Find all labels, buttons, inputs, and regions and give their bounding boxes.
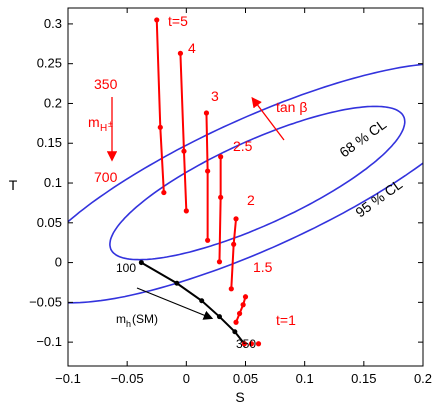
tanbeta-arrow [251,96,285,141]
tanbeta-point [218,154,224,160]
label-t5: t=5 [168,13,188,29]
x-axis-title: S [235,389,244,405]
sm-higgs-point [199,298,205,304]
label-sm-350: 350 [236,337,256,351]
label-mh-700: 700 [94,169,118,185]
label-sm-h: h [126,319,131,329]
y-tick-label: 0.1 [44,175,62,190]
tanbeta-point [242,294,249,300]
tanbeta-point [236,310,243,317]
sm-higgs-point [174,280,180,286]
x-tick-label: 0.05 [233,371,258,386]
tanbeta-point [181,148,187,154]
tanbeta-point [161,189,167,196]
tanbeta-point [216,259,223,265]
label-3: 3 [211,88,219,104]
label-mh-sub: H [100,123,107,134]
y-tick-label: 0.15 [37,135,62,150]
x-tick-label: 0.1 [296,371,314,386]
sm-higgs-point [138,260,144,266]
x-tick-label: 0.2 [414,371,432,386]
tanbeta-point [205,168,211,174]
y-tick-label: −0.05 [29,294,62,309]
sm-higgs-point [216,314,222,320]
y-tick-label: 0 [55,255,62,270]
label-2-5: 2.5 [233,138,253,154]
y-tick-label: 0.25 [37,56,62,71]
plot-area [68,17,423,347]
tanbeta-point [233,216,239,222]
label-mh-350: 350 [94,76,118,92]
y-axis-title: T [9,177,18,193]
x-tick-label: 0 [183,371,190,386]
tanbeta-point [240,302,246,308]
y-tick-label: 0.05 [37,215,62,230]
tanbeta-line [218,156,222,262]
y-tick-label: 0.2 [44,95,62,110]
tanbeta-point [205,237,211,243]
label-1-5: 1.5 [253,259,273,275]
tanbeta-line [235,296,247,323]
label-sm-rest: (SM) [132,312,158,326]
y-tick-label: −0.1 [36,334,62,349]
y-tick-label: 0.3 [44,16,62,31]
label-tanbeta: tan β [276,99,307,115]
label-cl68: 68 % CL [336,116,389,161]
tanbeta-point [241,341,247,347]
tanbeta-line [155,19,165,193]
x-tick-label: −0.05 [111,371,144,386]
tanbeta-point [154,17,160,23]
tanbeta-line [179,53,188,211]
tanbeta-point [231,241,237,247]
tanbeta-point [228,286,234,292]
label-2: 2 [247,192,255,208]
tanbeta-point [233,319,239,325]
tanbeta-point [183,208,189,214]
label-sm-m: m [116,312,126,326]
tanbeta-point [177,50,184,56]
ellipse-68cl [109,105,406,261]
label-mh-symbol: m [88,114,100,130]
ellipse-95cl [68,63,423,304]
tanbeta-point [203,110,210,116]
tanbeta-point [255,341,262,347]
label-mh-sup: ± [108,119,113,129]
tanbeta-line [230,218,238,289]
x-tick-label: −0.1 [55,371,81,386]
tanbeta-point [248,341,255,347]
sm-higgs-line [140,261,246,345]
label-cl95: 95 % CL [352,176,405,221]
tanbeta-point [157,124,163,130]
label-sm-100: 100 [116,261,136,275]
sm-higgs-point [232,329,238,335]
tanbeta-point [218,194,224,200]
tanbeta-line [205,112,209,241]
x-tick-label: 0.15 [351,371,376,386]
sm-arrow [136,287,214,320]
label-t1: t=1 [276,312,296,328]
label-4: 4 [188,40,196,56]
